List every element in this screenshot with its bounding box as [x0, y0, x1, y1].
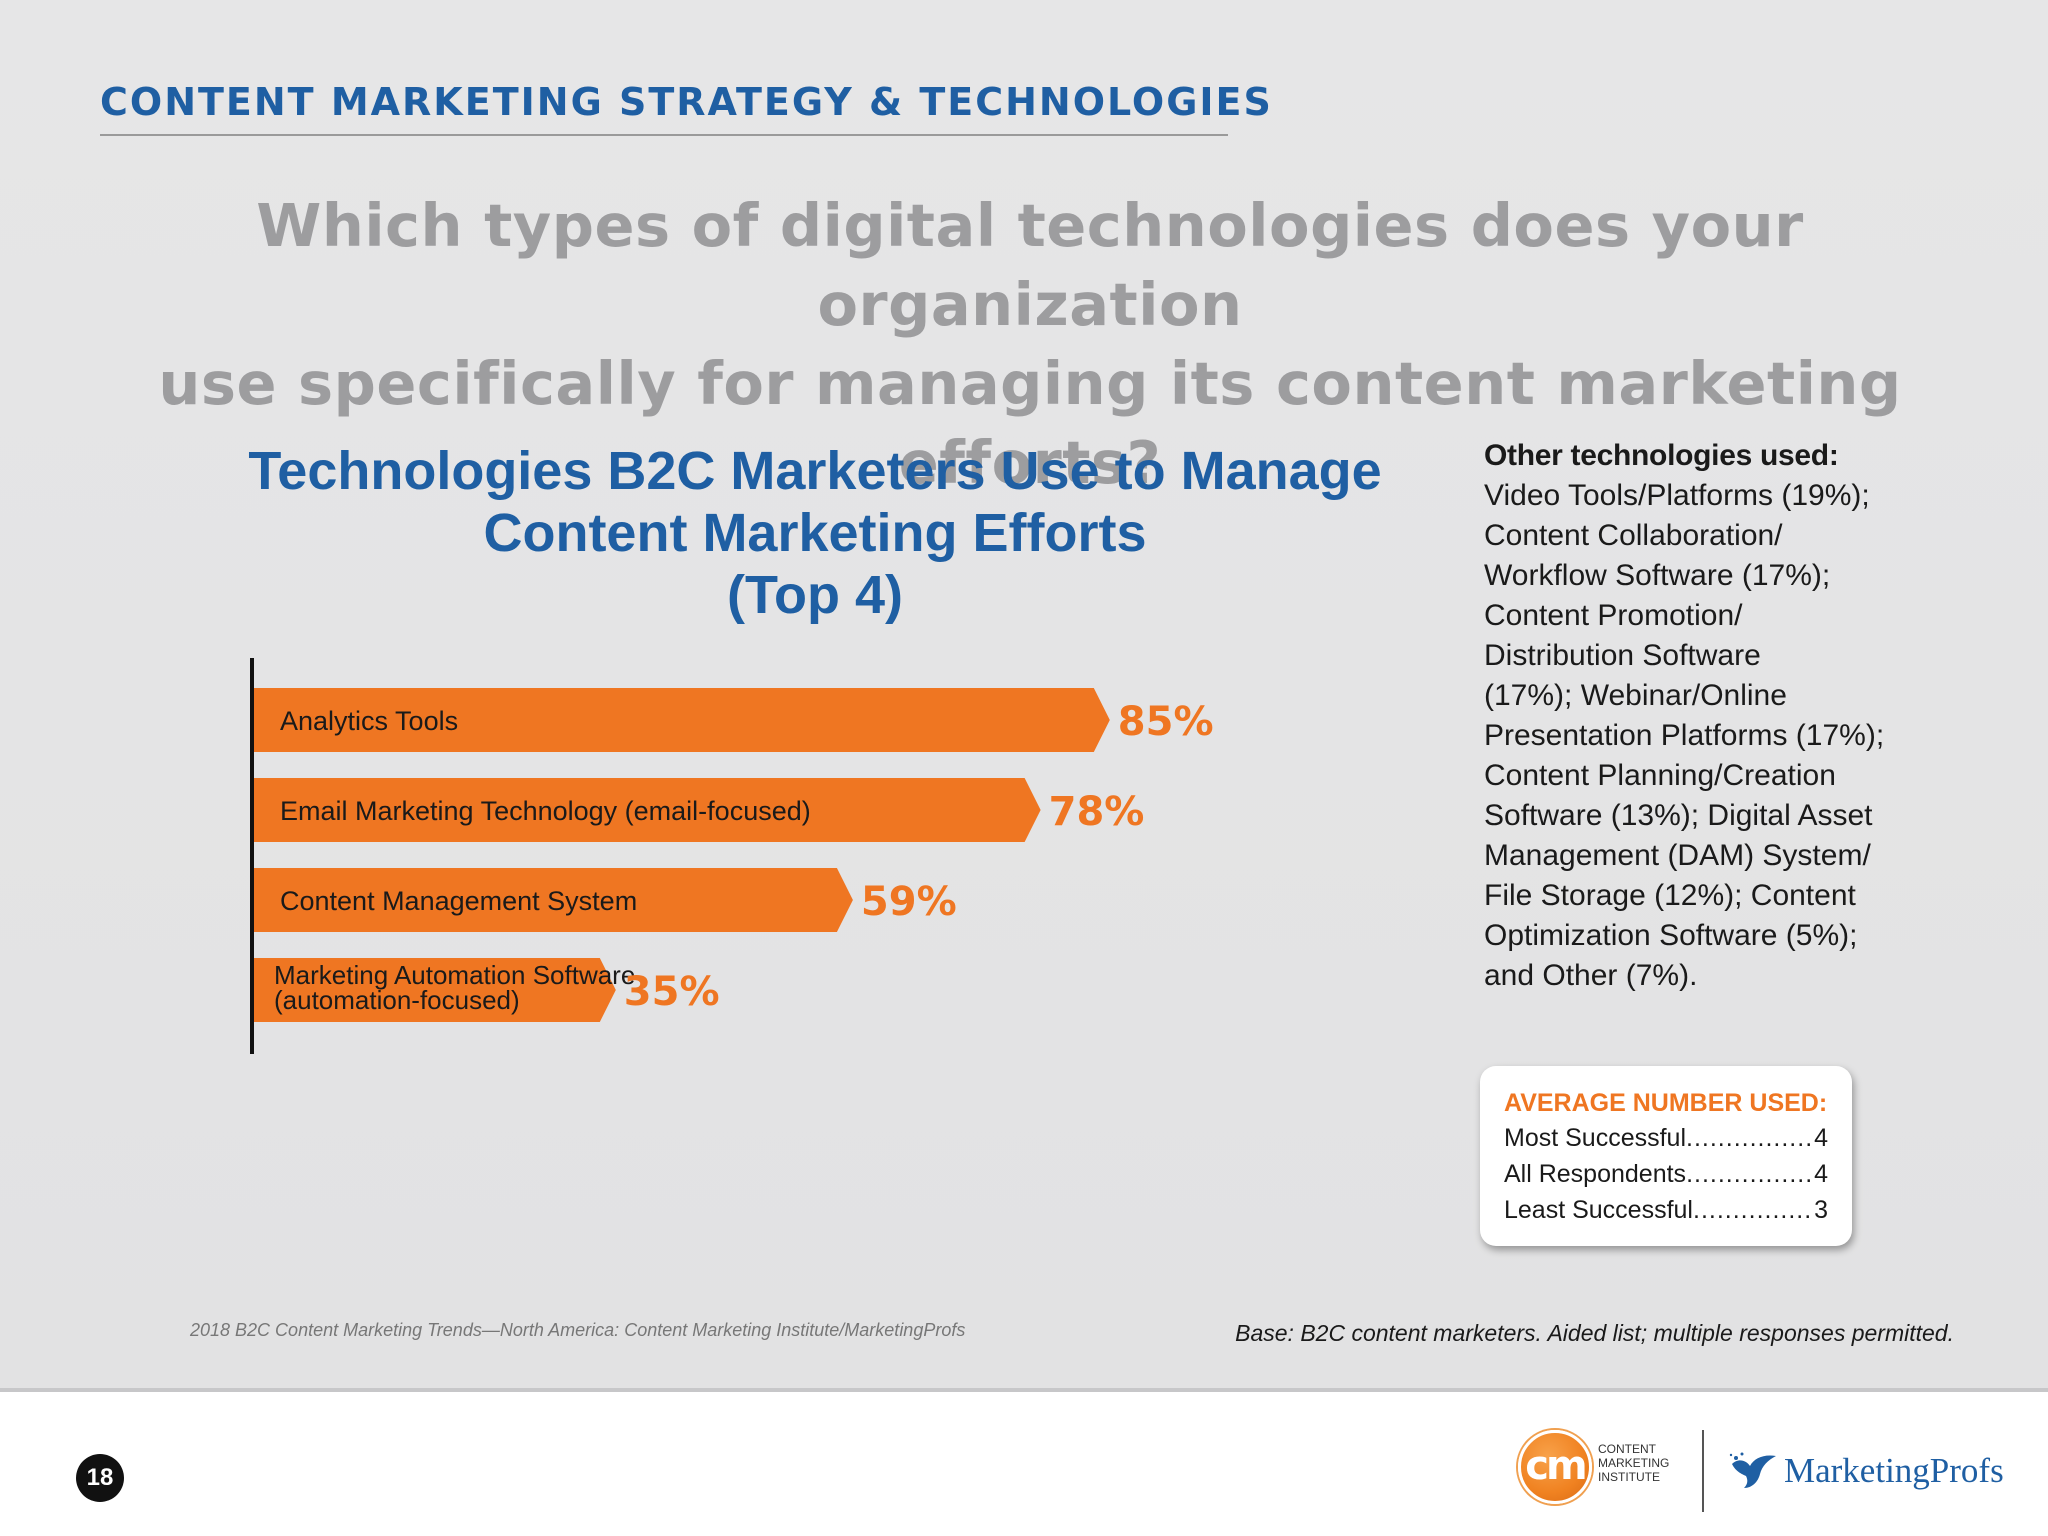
average-row-label: Least Successful [1504, 1196, 1693, 1224]
question-line-2: use specifically for managing its conten… [158, 349, 1902, 497]
other-technologies-line: Optimization Software (5%); [1484, 919, 1858, 952]
bar-value-label: 85% [1118, 699, 1214, 745]
other-technologies-heading: Other technologies used: [1484, 439, 1839, 472]
average-row-value: 4 [1814, 1124, 1828, 1152]
bird-icon [1729, 1452, 1776, 1488]
bar-value-label: 78% [1049, 789, 1145, 835]
other-technologies: Other technologies used: Video Tools/Pla… [1484, 436, 1914, 996]
leader-dots: .................................. [1686, 1124, 1811, 1152]
cmi-logo-mark: cm [1518, 1430, 1592, 1504]
question-heading: Which types of digital technologies does… [100, 186, 1960, 502]
bar-value-label: 35% [624, 969, 720, 1015]
chart-title-line-2: Content Marketing Efforts [483, 503, 1147, 563]
average-row-label: Most Successful [1504, 1124, 1687, 1152]
cmi-logo-text: CONTENT MARKETING INSTITUTE [1598, 1442, 1669, 1484]
bar-category-label: (automation-focused) [274, 985, 520, 1015]
cmi-logo: cm CONTENT MARKETING INSTITUTE [1518, 1426, 1678, 1512]
marketingprofs-logo: MarketingProfs [1728, 1446, 2004, 1496]
average-row-most-successful: Most Successful ........................… [1504, 1120, 1828, 1156]
source-citation: 2018 B2C Content Marketing Trends—North … [190, 1320, 966, 1340]
footer-band [0, 1388, 2048, 1536]
question-line-1: Which types of digital technologies does… [256, 191, 1804, 339]
cmi-logo-line: INSTITUTE [1598, 1470, 1660, 1484]
other-technologies-line: and Other (7%). [1484, 959, 1698, 992]
bar [254, 868, 853, 932]
page-number: 18 [76, 1454, 124, 1502]
chart-title-line-1: Technologies B2C Marketers Use to Manage [248, 441, 1382, 501]
marketingprofs-logo-text: MarketingProfs [1784, 1451, 2004, 1490]
other-technologies-line: File Storage (12%); Content [1484, 879, 1856, 912]
other-technologies-line: Presentation Platforms (17%); [1484, 719, 1885, 752]
average-row-label: All Respondents [1504, 1160, 1687, 1188]
average-box-title: AVERAGE NUMBER USED: [1504, 1089, 1828, 1117]
other-technologies-line: Management (DAM) System/ [1484, 839, 1871, 872]
other-technologies-line: (17%); Webinar/Online [1484, 679, 1787, 712]
bar [254, 688, 1110, 752]
bar [254, 958, 616, 1022]
other-technologies-line: Video Tools/Platforms (19%); [1484, 479, 1870, 512]
average-row-value: 3 [1814, 1196, 1828, 1224]
leader-dots: .................................. [1686, 1160, 1811, 1188]
base-note: Base: B2C content marketers. Aided list;… [1235, 1320, 1954, 1346]
other-technologies-line: Content Collaboration/ [1484, 519, 1783, 552]
average-row-value: 4 [1814, 1160, 1828, 1188]
average-number-box: AVERAGE NUMBER USED: Most Successful ...… [1480, 1066, 1852, 1246]
other-technologies-line: Software (13%); Digital Asset [1484, 799, 1873, 832]
logo-divider [1702, 1430, 1704, 1512]
bar-value-label: 59% [861, 879, 957, 925]
cmi-logo-line: MARKETING [1598, 1456, 1670, 1470]
bar [254, 778, 1041, 842]
chart-title: Technologies B2C Marketers Use to Manage… [230, 440, 1400, 626]
other-technologies-line: Content Planning/Creation [1484, 759, 1836, 792]
bar-category-label: Marketing Automation Software [274, 960, 635, 990]
leader-dots: .................................. [1693, 1196, 1810, 1224]
chart-title-line-3: (Top 4) [727, 565, 903, 625]
cmi-logo-line: CONTENT [1598, 1442, 1656, 1456]
average-row-least-successful: Least Successful .......................… [1504, 1192, 1828, 1228]
bar-category-label: Analytics Tools [280, 706, 458, 736]
other-technologies-line: Content Promotion/ [1484, 599, 1743, 632]
other-technologies-line: Distribution Software [1484, 639, 1761, 672]
bar-chart: Analytics Tools 85% Email Marketing Techno… [250, 658, 1214, 1054]
bar-category-label: Content Management System [280, 886, 637, 916]
section-title: CONTENT MARKETING STRATEGY & TECHNOLOGIE… [100, 80, 1271, 136]
average-row-all-respondents: All Respondents ........................… [1504, 1156, 1828, 1192]
other-technologies-line: Workflow Software (17%); [1484, 559, 1831, 592]
bar-category-label: Email Marketing Technology (email-focuse… [280, 796, 811, 826]
